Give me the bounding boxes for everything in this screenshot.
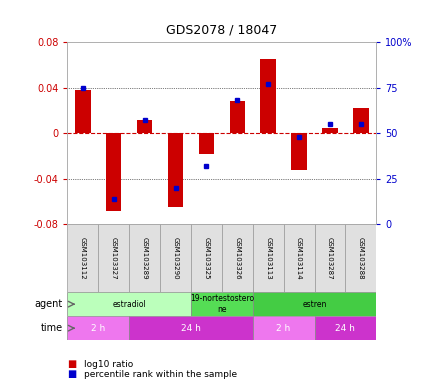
- Bar: [129, 224, 160, 292]
- Bar: [221, 224, 252, 292]
- Text: log10 ratio: log10 ratio: [84, 359, 133, 369]
- Text: GSM103290: GSM103290: [172, 237, 178, 280]
- Text: estren: estren: [302, 300, 326, 309]
- Bar: [283, 224, 314, 292]
- Bar: [191, 292, 252, 316]
- Bar: [75, 90, 90, 133]
- Text: 2 h: 2 h: [91, 324, 105, 333]
- Bar: [252, 316, 314, 340]
- Bar: [252, 292, 375, 316]
- Text: 24 h: 24 h: [181, 324, 201, 333]
- Bar: [160, 224, 191, 292]
- Text: time: time: [41, 323, 63, 333]
- Text: GSM103326: GSM103326: [234, 237, 240, 280]
- Bar: [106, 133, 121, 210]
- Bar: [260, 59, 275, 133]
- Text: GSM103289: GSM103289: [141, 237, 147, 280]
- Bar: [229, 101, 244, 133]
- Text: GSM103112: GSM103112: [80, 237, 85, 280]
- Bar: [352, 108, 368, 133]
- Bar: [191, 224, 221, 292]
- Bar: [98, 224, 129, 292]
- Bar: [168, 133, 183, 207]
- Text: 19-nortestostero
ne: 19-nortestostero ne: [189, 295, 253, 314]
- Text: GSM103287: GSM103287: [326, 237, 332, 280]
- Bar: [314, 224, 345, 292]
- Bar: [252, 224, 283, 292]
- Bar: [67, 224, 98, 292]
- Bar: [314, 316, 375, 340]
- Text: GSM103327: GSM103327: [111, 237, 116, 280]
- Text: GSM103113: GSM103113: [265, 237, 270, 280]
- Text: estradiol: estradiol: [112, 300, 146, 309]
- Text: 2 h: 2 h: [276, 324, 290, 333]
- Bar: [345, 224, 375, 292]
- Bar: [137, 119, 152, 133]
- Bar: [67, 316, 129, 340]
- Bar: [129, 316, 252, 340]
- Text: GSM103114: GSM103114: [296, 237, 301, 280]
- Text: GSM103288: GSM103288: [357, 237, 363, 280]
- Text: agent: agent: [35, 299, 63, 309]
- Bar: [291, 133, 306, 170]
- Bar: [198, 133, 214, 154]
- Text: percentile rank within the sample: percentile rank within the sample: [84, 370, 237, 379]
- Text: GDS2078 / 18047: GDS2078 / 18047: [166, 23, 277, 36]
- Text: ■: ■: [67, 369, 76, 379]
- Text: GSM103325: GSM103325: [203, 237, 209, 280]
- Text: 24 h: 24 h: [335, 324, 355, 333]
- Text: ■: ■: [67, 359, 76, 369]
- Bar: [322, 127, 337, 133]
- Bar: [67, 292, 191, 316]
